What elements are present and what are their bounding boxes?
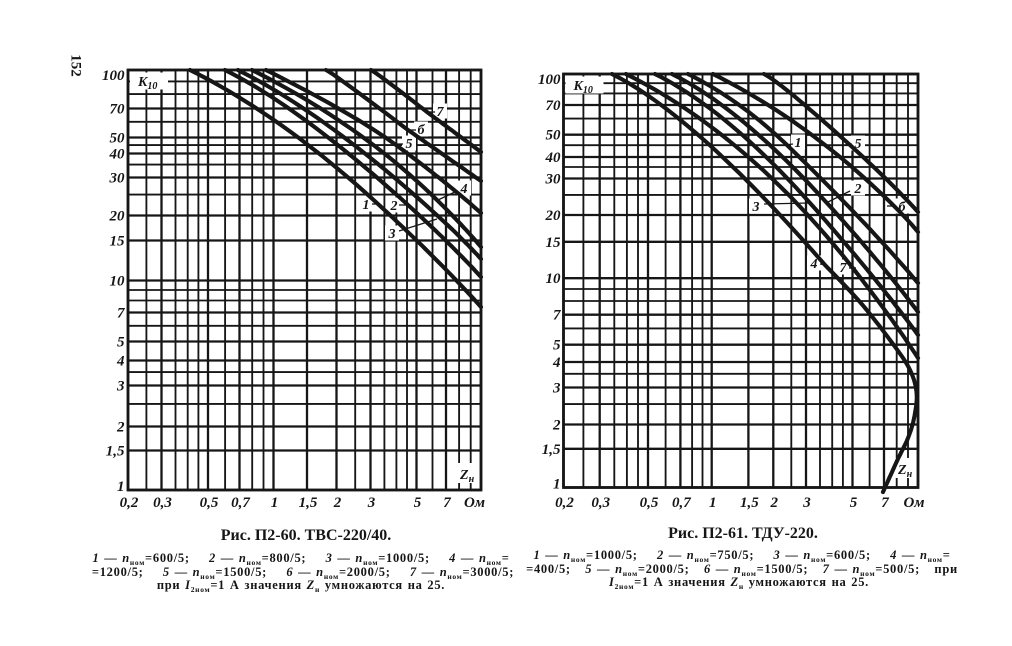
svg-text:1,5: 1,5 xyxy=(542,442,561,458)
svg-text:2: 2 xyxy=(552,418,561,434)
svg-text:1: 1 xyxy=(271,495,279,511)
svg-text:1: 1 xyxy=(795,136,802,151)
svg-text:20: 20 xyxy=(545,208,562,224)
svg-text:5: 5 xyxy=(553,338,561,354)
svg-text:15: 15 xyxy=(546,235,562,251)
svg-text:1,5: 1,5 xyxy=(106,444,125,460)
svg-text:Ом: Ом xyxy=(903,495,924,511)
svg-text:40: 40 xyxy=(545,150,562,166)
svg-text:70: 70 xyxy=(110,102,126,118)
svg-text:10: 10 xyxy=(546,271,562,287)
svg-text:7: 7 xyxy=(840,261,848,276)
svg-text:100: 100 xyxy=(538,72,561,88)
svg-text:2: 2 xyxy=(333,495,342,511)
svg-text:4: 4 xyxy=(810,257,818,272)
svg-text:0,2: 0,2 xyxy=(120,495,139,511)
svg-text:1: 1 xyxy=(363,198,370,213)
svg-text:5: 5 xyxy=(406,137,413,152)
svg-text:30: 30 xyxy=(545,172,562,188)
svg-text:3: 3 xyxy=(367,495,376,511)
svg-text:1,5: 1,5 xyxy=(299,495,318,511)
svg-text:б: б xyxy=(899,200,907,215)
svg-text:2: 2 xyxy=(854,182,862,197)
svg-text:15: 15 xyxy=(110,234,126,250)
svg-text:0,7: 0,7 xyxy=(672,495,691,511)
svg-text:1: 1 xyxy=(553,477,561,493)
svg-text:5: 5 xyxy=(850,495,858,511)
svg-text:40: 40 xyxy=(109,147,126,163)
svg-text:2: 2 xyxy=(390,199,398,214)
svg-text:0,5: 0,5 xyxy=(200,495,219,511)
svg-text:1: 1 xyxy=(117,479,125,495)
svg-text:7: 7 xyxy=(553,308,561,324)
svg-text:3: 3 xyxy=(752,200,760,215)
svg-text:30: 30 xyxy=(109,171,126,187)
svg-text:5: 5 xyxy=(117,335,125,351)
svg-text:100: 100 xyxy=(102,68,125,84)
svg-text:50: 50 xyxy=(110,131,126,147)
svg-text:3: 3 xyxy=(116,379,125,395)
svg-text:7: 7 xyxy=(881,495,889,511)
svg-text:5: 5 xyxy=(855,137,862,152)
svg-text:0,3: 0,3 xyxy=(153,495,172,511)
svg-text:7: 7 xyxy=(437,105,445,120)
svg-text:3: 3 xyxy=(802,495,811,511)
svg-text:2: 2 xyxy=(770,495,779,511)
svg-text:4: 4 xyxy=(460,182,468,197)
svg-text:0,3: 0,3 xyxy=(591,495,610,511)
svg-text:1: 1 xyxy=(709,495,717,511)
svg-text:2: 2 xyxy=(116,420,125,436)
svg-text:б: б xyxy=(418,123,426,138)
svg-text:50: 50 xyxy=(546,128,562,144)
svg-text:Ом: Ом xyxy=(464,495,485,511)
svg-text:10: 10 xyxy=(110,274,126,290)
svg-text:0,5: 0,5 xyxy=(640,495,659,511)
svg-text:7: 7 xyxy=(443,495,451,511)
svg-text:1,5: 1,5 xyxy=(740,495,759,511)
svg-text:3: 3 xyxy=(388,227,396,242)
svg-text:3: 3 xyxy=(552,381,561,397)
svg-text:7: 7 xyxy=(117,306,125,322)
svg-text:4: 4 xyxy=(116,354,125,370)
svg-text:4: 4 xyxy=(552,355,561,371)
svg-text:0,2: 0,2 xyxy=(555,495,574,511)
svg-text:5: 5 xyxy=(414,495,422,511)
svg-text:0,7: 0,7 xyxy=(231,495,250,511)
svg-text:70: 70 xyxy=(546,98,562,114)
svg-text:20: 20 xyxy=(109,209,126,225)
